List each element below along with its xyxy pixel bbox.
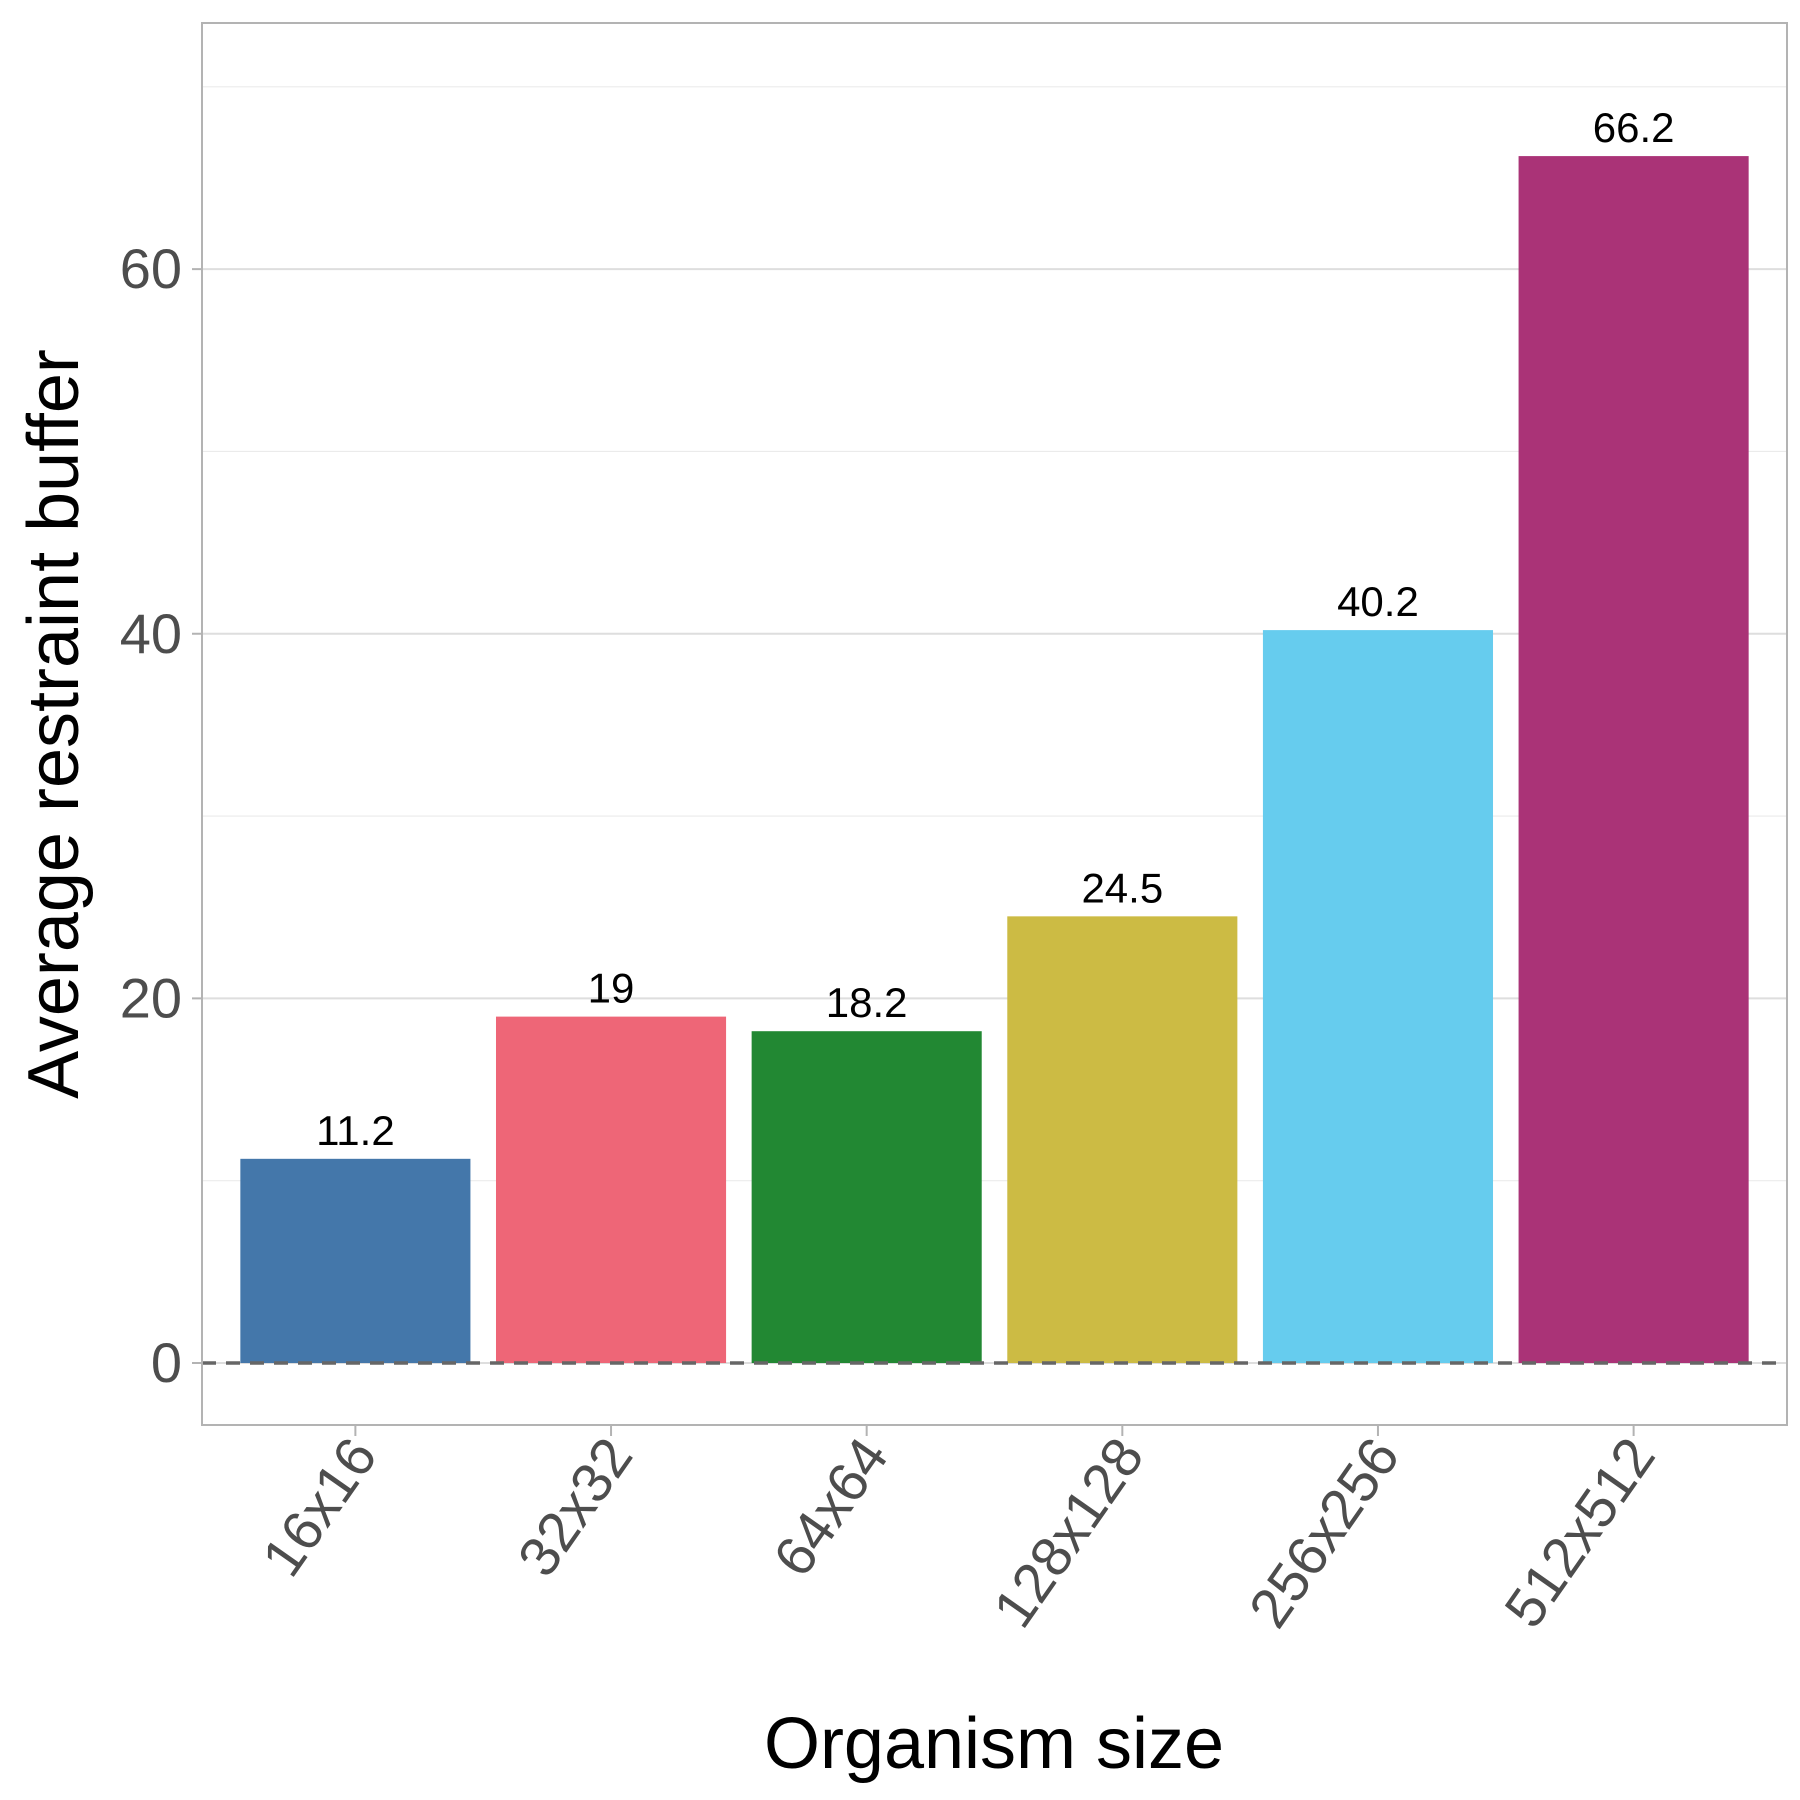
bar-value-label-256x256: 40.2	[1337, 578, 1419, 625]
x-axis-title: Organism size	[764, 1704, 1224, 1784]
bar-512x512	[1518, 156, 1749, 1364]
bar-value-label-64x64: 18.2	[826, 979, 908, 1026]
bar-value-label-16x16: 11.2	[316, 1107, 395, 1154]
bar-128x128	[1007, 916, 1238, 1364]
panel-border	[201, 22, 1788, 1426]
bar-value-label-512x512: 66.2	[1593, 104, 1675, 151]
y-tick-label: 0	[151, 1331, 182, 1394]
bar-64x64	[751, 1031, 982, 1364]
bar-32x32	[495, 1016, 727, 1364]
bar-value-labels: 11.2 19 18.2 24.5 40.2 66.2	[316, 104, 1674, 1154]
y-tick-label: 20	[120, 966, 182, 1029]
y-axis: 0 20 40 60	[120, 237, 202, 1394]
bar-256x256	[1262, 630, 1494, 1364]
y-tick-label: 40	[120, 602, 182, 665]
bar-value-label-32x32: 19	[588, 965, 635, 1012]
bar-value-label-128x128: 24.5	[1081, 864, 1163, 911]
y-tick-label: 60	[120, 237, 182, 300]
bar-16x16	[240, 1158, 471, 1364]
y-axis-title: Average restraint buffer	[14, 349, 94, 1099]
bars	[240, 156, 1749, 1364]
